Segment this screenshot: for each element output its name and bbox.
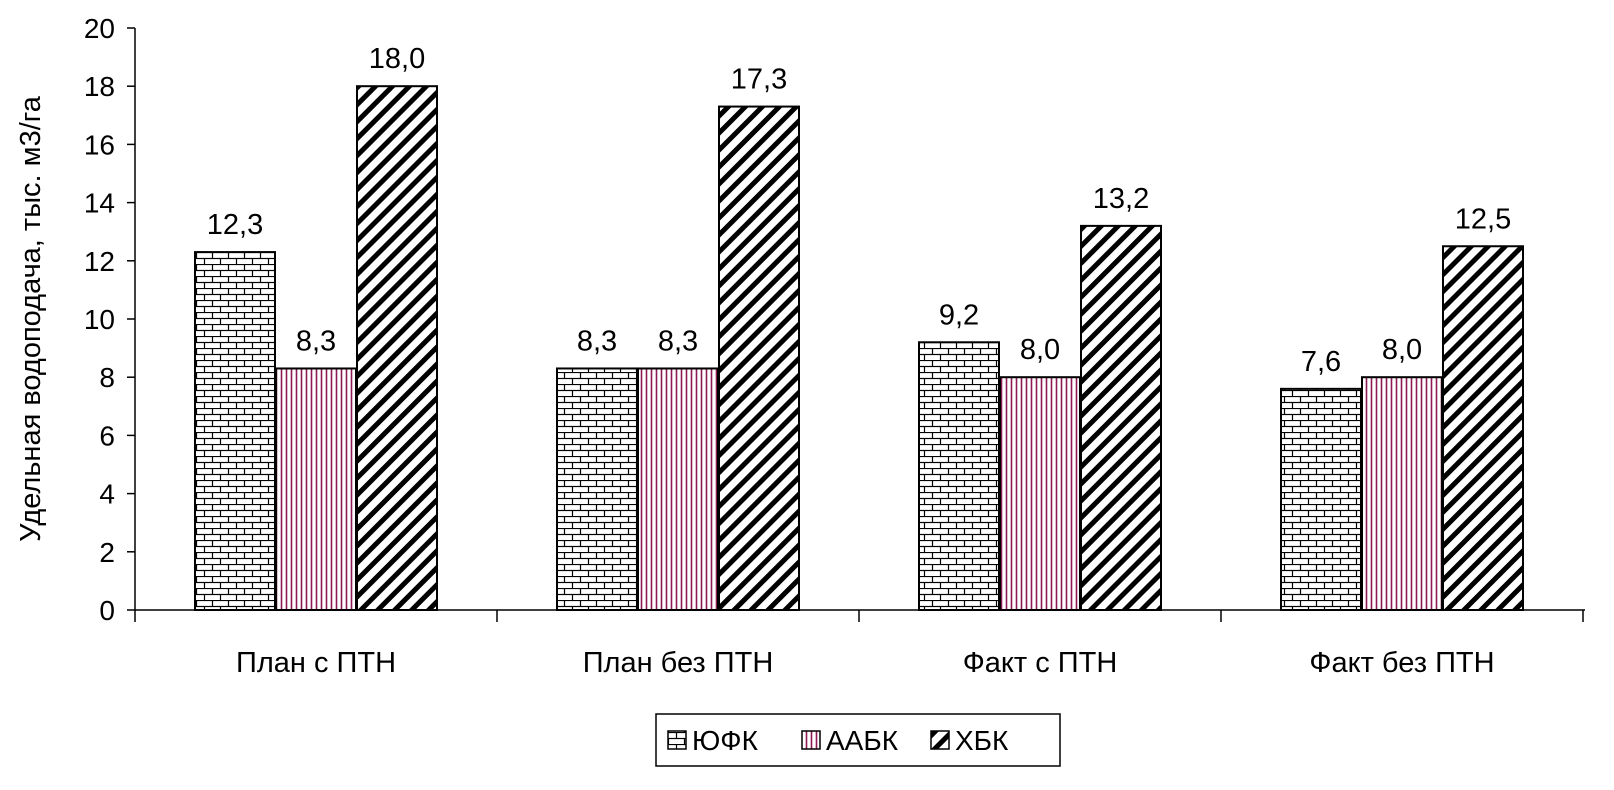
bar [275,367,357,611]
data-label: 8,0 [1382,334,1422,366]
data-label: 17,3 [731,64,787,96]
y-tick-label: 2 [99,537,115,568]
legend-label: ХБК [955,725,1009,756]
data-label: 12,3 [207,209,263,241]
bar [194,251,276,611]
data-label: 8,3 [296,325,336,357]
bar [637,367,719,611]
y-tick-label: 18 [84,71,115,102]
y-tick-label: 10 [84,304,115,335]
legend-box [655,713,1061,767]
y-tick-label: 8 [99,362,115,393]
bar [1442,245,1524,611]
legend-swatch [801,730,821,750]
bar [1080,224,1162,611]
y-tick-label: 12 [84,246,115,277]
bar [556,367,638,611]
x-tick-label: План без ПТН [583,647,774,679]
y-tick-label: 0 [99,595,115,626]
data-label: 8,3 [658,325,698,357]
data-label: 13,2 [1093,183,1149,215]
bar [718,105,800,611]
legend-label: ЮФК [692,725,759,756]
y-tick-label: 6 [99,420,115,451]
data-label: 18,0 [369,43,425,75]
data-label: 9,2 [939,299,979,331]
data-label: 8,3 [577,325,617,357]
x-tick-label: Факт с ПТН [963,647,1118,679]
data-label: 8,0 [1020,334,1060,366]
x-tick-label: Факт без ПТН [1309,647,1494,679]
legend: ЮФК ААБК ХБК [655,713,1061,767]
y-tick-label: 4 [99,479,115,510]
bar [1280,387,1362,611]
bar [999,376,1081,612]
data-label: 12,5 [1455,203,1511,235]
y-axis-title: Удельная водоподача, тыс. м3/га [15,95,47,542]
bar [1361,376,1443,612]
legend-label: ААБК [826,725,899,756]
data-label: 7,6 [1301,346,1341,378]
bar [918,341,1000,611]
y-tick-label: 16 [84,129,115,160]
legend-swatch [930,730,950,750]
bar [356,85,438,611]
x-tick-label: План с ПТН [236,647,396,679]
y-tick-label: 14 [84,188,115,219]
legend-swatch [667,730,687,750]
y-tick-label: 20 [84,13,115,44]
